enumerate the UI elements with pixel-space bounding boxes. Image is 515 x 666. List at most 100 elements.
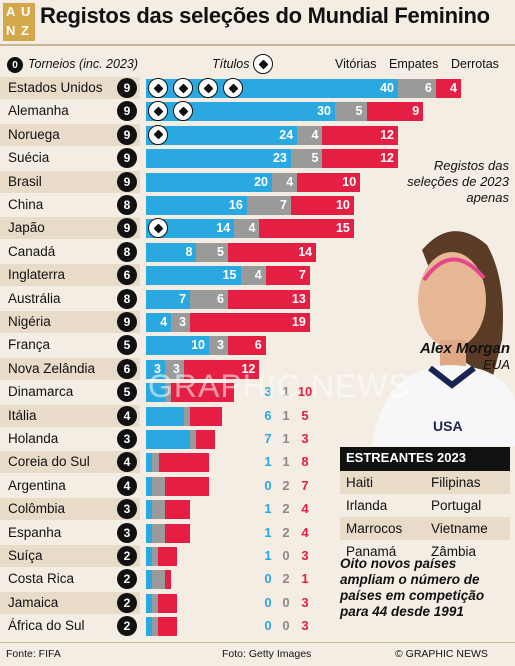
newcomer: Panamá: [346, 544, 397, 559]
bar-empates: [209, 336, 228, 356]
tournaments-badge: 3: [117, 429, 137, 449]
bar-vitorias: [146, 289, 191, 309]
bar-vitorias: [146, 453, 153, 473]
bar-empates: [152, 570, 165, 590]
country-label: Inglaterra: [8, 267, 66, 283]
tournaments-badge: 4: [117, 405, 137, 426]
bar-derrotas: [290, 196, 354, 215]
bar-vitorias: [146, 359, 165, 379]
newcomer: Marrocos: [346, 521, 403, 536]
bar-empates: [190, 289, 228, 309]
bar-vitorias: [146, 593, 152, 613]
country-band: [0, 264, 140, 287]
bar-vitorias: [146, 547, 153, 566]
bar-derrotas: [158, 547, 178, 566]
bar-derrotas: [164, 570, 171, 590]
value-derrotas: 3: [301, 431, 309, 446]
value-derrotas: 3: [301, 594, 309, 610]
country-label: Espanha: [8, 524, 62, 540]
tournament-badge-sample: 0: [7, 57, 23, 73]
country-band: [0, 404, 140, 427]
value-empates: 0: [282, 594, 290, 610]
tournaments-badge: 9: [117, 78, 137, 98]
country-band: [0, 357, 140, 380]
tournaments-badge: 8: [117, 241, 137, 262]
country-band: [0, 545, 140, 567]
photo-credit: Foto: Getty Images: [222, 648, 312, 660]
bar-vitorias-value: 10: [191, 338, 205, 353]
title-divider: [0, 44, 515, 46]
country-label: Holanda: [8, 431, 59, 446]
title-trophy-icon: [223, 78, 243, 98]
country-label: China: [8, 197, 44, 212]
title-trophy-icon: [148, 101, 168, 122]
bar-vitorias: [146, 266, 241, 286]
value-derrotas: 3: [301, 618, 309, 634]
tournaments-badge: 2: [117, 592, 137, 613]
bar-derrotas: [158, 593, 177, 613]
title-trophy-icon: [148, 218, 168, 239]
bar-derrotas-value: 4: [450, 81, 457, 95]
value-empates: 2: [282, 477, 290, 493]
country-band: [0, 498, 140, 521]
tournaments-badge: 9: [117, 218, 137, 239]
bar-derrotas: [196, 430, 216, 449]
tournaments-badge: 3: [117, 499, 137, 520]
country-label: Dinamarca: [8, 384, 74, 400]
value-derrotas: 10: [297, 384, 313, 400]
bar-derrotas-value: 7: [298, 268, 306, 283]
country-band: [0, 217, 140, 240]
country-band: [0, 311, 140, 333]
country-label: Suíça: [8, 548, 43, 563]
bar-vitorias: [146, 336, 209, 356]
title-trophy-icon: [148, 124, 168, 145]
bar-derrotas: [366, 102, 424, 122]
tournaments-badge: 4: [117, 452, 137, 473]
bar-empates: [272, 172, 298, 192]
bar-empates-value: 3: [216, 338, 224, 353]
country-label: Estados Unidos: [8, 80, 103, 95]
bar-vitorias-value: 7: [179, 291, 187, 306]
bar-derrotas: [435, 79, 461, 98]
tournaments-badge: 8: [117, 288, 137, 309]
bar-empates-value: 5: [216, 244, 224, 259]
country-label: França: [8, 337, 51, 353]
value-empates: 1: [282, 454, 290, 470]
bar-derrotas: [322, 125, 398, 145]
newcomer: Filipinas: [431, 475, 481, 490]
newcomer: Haiti: [346, 475, 374, 490]
bar-vitorias-value: 15: [222, 268, 237, 283]
title-trophy-icon: [173, 101, 193, 122]
bar-vitorias: [146, 219, 235, 239]
page-title: Registos das seleções do Mundial Feminin…: [40, 3, 490, 28]
side-note: Registos das seleções de 2023 apenas: [407, 158, 509, 205]
value-vitorias: 3: [264, 384, 272, 400]
logo-letter: A: [6, 4, 16, 19]
tournaments-badge: 9: [117, 312, 137, 332]
bar-derrotas: [297, 172, 361, 192]
value-empates: 2: [282, 571, 290, 587]
newcomer: Vietname: [431, 521, 488, 536]
bar-vitorias: [146, 172, 272, 192]
bar-vitorias: [146, 430, 191, 449]
tournaments-badge: 5: [117, 382, 137, 403]
bar-empates: [190, 430, 197, 449]
bar-empates: [164, 383, 172, 403]
bar-derrotas: [190, 406, 222, 426]
bar-derrotas: [158, 617, 177, 637]
bar-empates: [234, 219, 260, 239]
bar-empates: [297, 125, 323, 145]
bar-derrotas-value: 12: [241, 361, 256, 376]
value-empates: 1: [282, 384, 290, 400]
bar-empates: [290, 149, 323, 169]
bar-derrotas: [227, 336, 266, 356]
bar-empates-value: 4: [286, 174, 294, 189]
country-label: Noruega: [8, 126, 60, 142]
bar-vitorias: [146, 523, 153, 543]
bar-vitorias: [146, 570, 152, 590]
footer-divider: [0, 642, 515, 643]
bar-vitorias-value: 4: [160, 315, 168, 329]
newcomers-row: Haiti Filipinas: [340, 471, 510, 494]
watermark: GRAPHIC NEWS: [148, 368, 411, 404]
tournaments-badge: 9: [117, 171, 137, 192]
